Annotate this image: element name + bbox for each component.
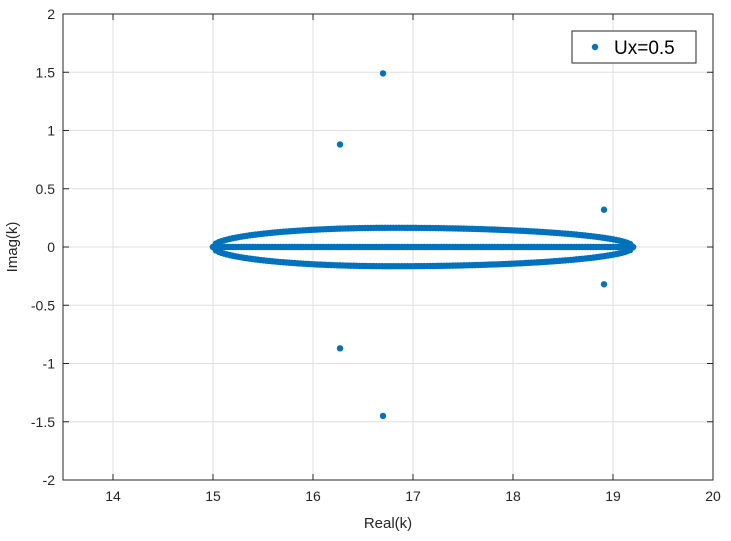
- data-point: [336, 345, 344, 352]
- data-point: [600, 206, 608, 213]
- y-tick-label: -1: [43, 356, 56, 372]
- y-tick-label: -1.5: [31, 414, 55, 430]
- y-tick-label: 2: [47, 6, 55, 22]
- data-point: [600, 281, 608, 288]
- x-axis-label: Real(k): [364, 515, 412, 532]
- y-tick-label: 0.5: [36, 181, 56, 197]
- x-tick-label: 14: [105, 488, 121, 504]
- y-tick-label: -0.5: [31, 297, 55, 313]
- legend-marker: [591, 43, 599, 51]
- data-points: [209, 70, 637, 420]
- y-tick-label: -2: [43, 472, 56, 488]
- data-point: [379, 412, 387, 420]
- x-tick-label: 19: [605, 488, 621, 504]
- y-tick-label: 1: [47, 123, 55, 139]
- x-tick-label: 17: [405, 488, 421, 504]
- y-axis-label: Imag(k): [4, 222, 21, 273]
- data-point: [336, 141, 344, 148]
- x-tick-label: 20: [705, 488, 721, 504]
- data-point: [629, 243, 637, 251]
- x-tick-label: 16: [305, 488, 321, 504]
- x-tick-label: 15: [205, 488, 221, 504]
- data-point: [379, 70, 387, 77]
- x-tick-label: 18: [505, 488, 521, 504]
- y-tick-label: 0: [47, 239, 55, 255]
- legend-entry: Ux=0.5: [614, 38, 675, 59]
- y-tick-label: 1.5: [36, 64, 56, 80]
- axis-ticks: 14 15 16 17 18 19 20 -2 -1.5 -1 -0.5 0 0.5 1 1.5 2: [31, 6, 721, 504]
- legend: Ux=0.5: [571, 30, 697, 64]
